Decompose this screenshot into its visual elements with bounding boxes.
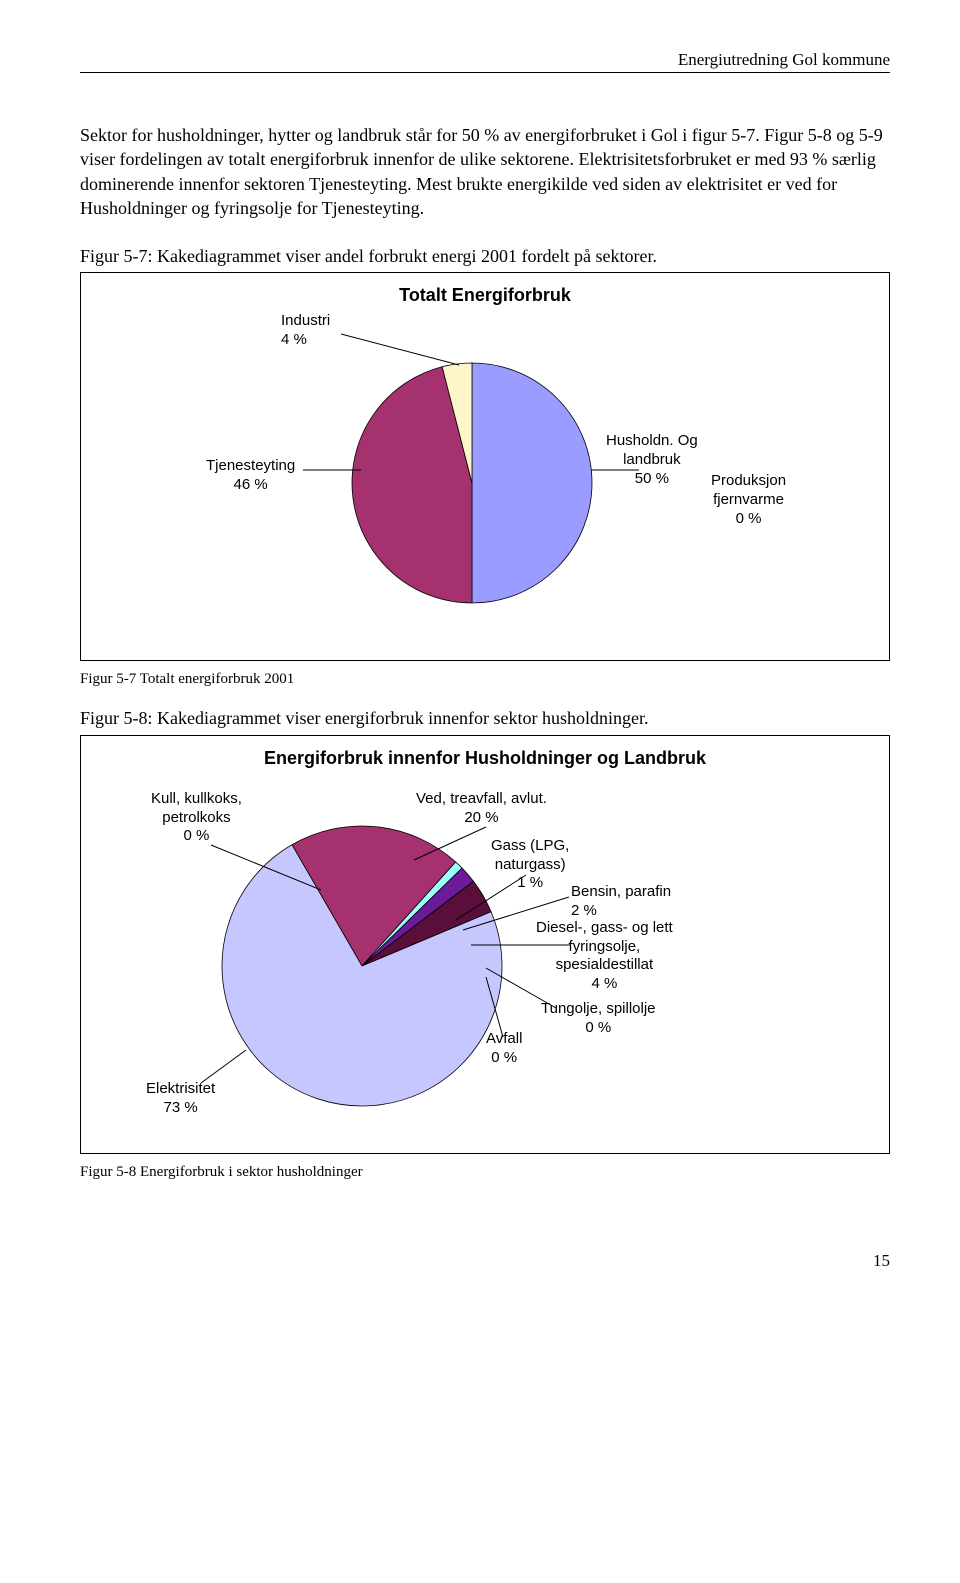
chart-1-body: Industri 4 % Tjenesteyting 46 % Husholdn… bbox=[91, 312, 879, 642]
text: 4 % bbox=[281, 331, 307, 348]
text: Bensin, parafin2 % bbox=[571, 883, 671, 919]
chart-1-pie bbox=[351, 362, 593, 609]
page-header: Energiutredning Gol kommune bbox=[80, 50, 890, 73]
chart-2-body: Kull, kullkoks,petrolkoks0 % Ved, treavf… bbox=[91, 775, 879, 1135]
page-number: 15 bbox=[80, 1251, 890, 1271]
text: fjernvarme bbox=[713, 491, 784, 508]
chart-2-label-kull: Kull, kullkoks,petrolkoks0 % bbox=[151, 790, 242, 846]
chart-1-box: Totalt Energiforbruk Industri 4 % Tjenes… bbox=[80, 272, 890, 661]
text: 46 % bbox=[234, 476, 268, 493]
text: Husholdn. Og bbox=[606, 432, 698, 449]
chart-2-label-tungolje: Tungolje, spillolje0 % bbox=[541, 1000, 656, 1038]
chart-2-pie bbox=[221, 825, 503, 1112]
chart-2-title: Energiforbruk innenfor Husholdninger og … bbox=[91, 748, 879, 769]
chart-1-label-fjernvarme: Produksjon fjernvarme 0 % bbox=[711, 472, 786, 528]
text: Produksjon bbox=[711, 472, 786, 489]
text: Industri bbox=[281, 312, 330, 329]
chart-1-caption-below: Figur 5-7 Totalt energiforbruk 2001 bbox=[80, 671, 890, 688]
figure-5-7-caption-above: Figur 5-7: Kakediagrammet viser andel fo… bbox=[80, 244, 890, 268]
text: 50 % bbox=[635, 470, 669, 487]
text: Gass (LPG,naturgass)1 % bbox=[491, 837, 569, 892]
chart-2-label-avfall: Avfall0 % bbox=[486, 1030, 522, 1068]
text: 0 % bbox=[736, 510, 762, 527]
chart-2-label-elektrisitet: Elektrisitet73 % bbox=[146, 1080, 215, 1118]
chart-1-label-tjenesteyting: Tjenesteyting 46 % bbox=[206, 457, 295, 495]
figure-5-8-caption-above: Figur 5-8: Kakediagrammet viser energifo… bbox=[80, 706, 890, 730]
chart-1-label-husholdn: Husholdn. Og landbruk 50 % bbox=[606, 432, 698, 488]
text: Tungolje, spillolje0 % bbox=[541, 1000, 656, 1036]
text: Diesel-, gass- og lettfyringsolje,spesia… bbox=[536, 919, 673, 992]
text: Ved, treavfall, avlut.20 % bbox=[416, 790, 547, 826]
text: landbruk bbox=[623, 451, 681, 468]
text: Avfall0 % bbox=[486, 1030, 522, 1066]
text: Elektrisitet73 % bbox=[146, 1080, 215, 1116]
chart-2-label-gass: Gass (LPG,naturgass)1 % bbox=[491, 837, 569, 893]
chart-2-label-bensin: Bensin, parafin2 % bbox=[571, 883, 671, 921]
chart-2-label-diesel: Diesel-, gass- og lettfyringsolje,spesia… bbox=[536, 919, 673, 994]
chart-2-caption-below: Figur 5-8 Energiforbruk i sektor hushold… bbox=[80, 1164, 890, 1181]
paragraph-1: Sektor for husholdninger, hytter og land… bbox=[80, 123, 890, 220]
chart-2-box: Energiforbruk innenfor Husholdninger og … bbox=[80, 735, 890, 1154]
text: Tjenesteyting bbox=[206, 457, 295, 474]
text: Kull, kullkoks,petrolkoks0 % bbox=[151, 790, 242, 845]
chart-1-title: Totalt Energiforbruk bbox=[91, 285, 879, 306]
chart-2-label-ved: Ved, treavfall, avlut.20 % bbox=[416, 790, 547, 828]
chart-1-label-industri: Industri 4 % bbox=[281, 312, 330, 350]
